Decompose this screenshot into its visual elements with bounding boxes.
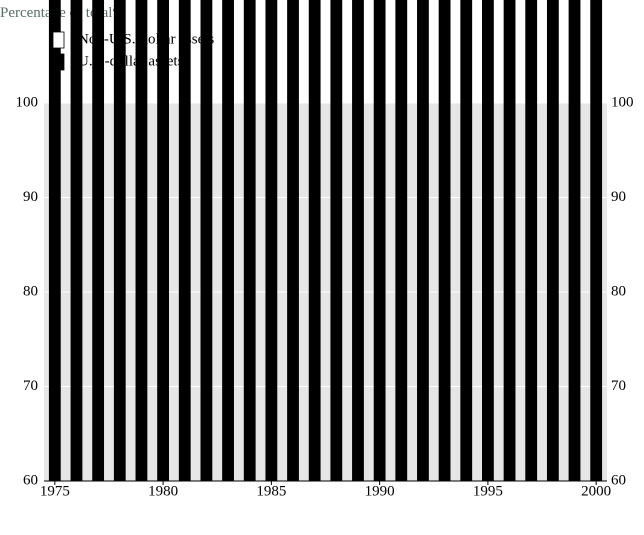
- y2-tick-label: 100: [611, 94, 634, 110]
- bar-segment: [352, 0, 364, 482]
- bar-segment: [200, 0, 213, 482]
- bar-segment: [590, 0, 603, 482]
- x-tick-label: 1990: [365, 483, 395, 499]
- legend-swatch: [52, 53, 65, 71]
- y2-tick-label: 60: [611, 472, 626, 488]
- bar-segment: [113, 0, 126, 482]
- y-tick-label: 90: [23, 189, 38, 205]
- bar-segment: [222, 0, 234, 482]
- bar-segment: [546, 0, 559, 482]
- bar-segment: [243, 0, 256, 482]
- bar-segment: [330, 0, 343, 482]
- bar-segment: [308, 0, 321, 482]
- bar-segment: [417, 0, 429, 482]
- y-tick-label: 80: [23, 283, 38, 299]
- x-tick-label: 1980: [148, 483, 178, 499]
- bar-segment: [503, 0, 516, 482]
- bar-segment: [70, 0, 83, 482]
- x-tick-label: 1985: [256, 483, 286, 499]
- bar-segment: [48, 0, 61, 482]
- x-tick-label: 2000: [581, 483, 611, 499]
- legend-swatch: [52, 31, 65, 49]
- bar-segment: [135, 0, 148, 482]
- y2-tick-label: 70: [611, 378, 626, 394]
- y2-tick-label: 80: [611, 283, 626, 299]
- y-tick-label: 60: [23, 472, 38, 488]
- y2-tick-label: 90: [611, 189, 626, 205]
- bar-segment: [395, 0, 408, 482]
- bar-segment: [525, 0, 538, 482]
- bar-segment: [460, 0, 473, 482]
- x-tick-label: 1995: [473, 483, 503, 499]
- bar-segment: [482, 0, 494, 482]
- bar-segment: [438, 0, 451, 482]
- y-tick-label: 100: [16, 94, 39, 110]
- bar-segment: [265, 0, 278, 482]
- x-tick-label: 1975: [40, 483, 70, 499]
- bar-segment: [157, 0, 169, 482]
- bar-segment: [92, 0, 105, 482]
- bar-segment: [568, 0, 581, 482]
- bar-segment: [287, 0, 299, 482]
- y-tick-label: 70: [23, 378, 38, 394]
- bar-segment: [178, 0, 191, 482]
- legend-label: U.S.-dollar assets: [78, 53, 184, 69]
- legend-label: Non-U.S.-dollar assets: [78, 31, 214, 47]
- bar-segment: [373, 0, 386, 482]
